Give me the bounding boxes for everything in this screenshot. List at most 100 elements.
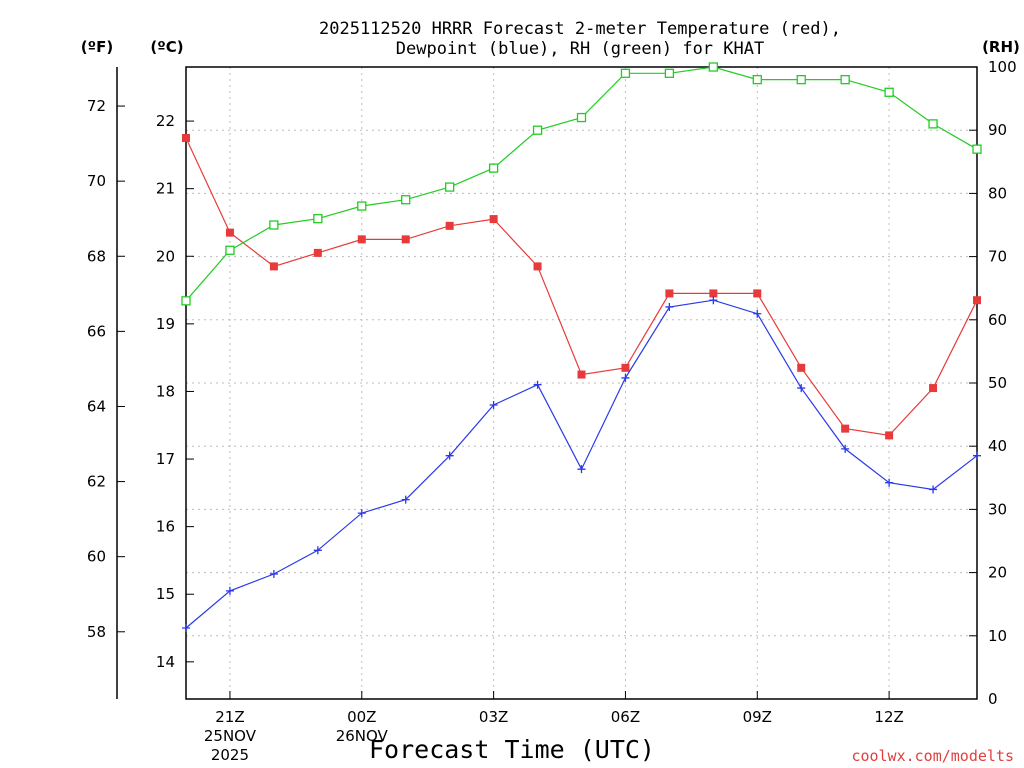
rh-point [664,68,675,78]
temperature-point [929,384,938,393]
fahrenheit-axis-label: (ºF) [81,38,113,56]
dewpoint-point [841,444,850,453]
rh-axis-label: (RH) [982,38,1020,56]
rh-point [928,119,938,129]
fahrenheit-tick-label: 66 [87,322,106,340]
temperature-point [621,363,630,372]
celsius-tick-label: 21 [156,180,175,198]
time-tick-label: 00Z [347,708,376,726]
rh-tick-label: 50 [988,374,1007,392]
rh-tick-label: 100 [988,58,1017,76]
fahrenheit-ticks: 58 60 62 64 66 68 70 72 [87,97,125,641]
rh-point [840,74,850,85]
temperature-point [797,363,806,372]
rh-point [488,163,499,173]
dewpoint-point [929,485,938,494]
dewpoint-point [313,546,322,555]
temperature-point [665,289,674,298]
rh-point [884,87,894,97]
time-tick-label: 09Z [743,708,772,726]
rh-tick-label: 70 [988,248,1007,266]
time-tick-date-label: 25NOV [204,727,257,745]
rh-tick-label: 20 [988,564,1007,582]
dewpoint-point [973,451,981,460]
temperature-point [885,431,894,440]
celsius-tick-label: 19 [156,315,175,333]
x-axis-title: Forecast Time (UTC) [369,735,655,764]
celsius-tick-label: 16 [156,518,175,536]
rh-tick-label: 10 [988,627,1007,645]
rh-point [313,214,323,224]
time-tick-label: 03Z [479,708,508,726]
dewpoint-point [885,478,894,487]
dewpoint-point [621,373,630,382]
dewpoint-point [269,569,278,578]
temperature-point [841,424,850,433]
series-layer [181,62,982,633]
chart-title-line2: Dewpoint (blue), RH (green) for KHAT [396,39,764,59]
credit-text: coolwx.com/modelts [851,747,1014,765]
rh-tick-label: 80 [988,184,1007,202]
rh-point [225,245,235,255]
celsius-tick-label: 22 [156,112,175,130]
fahrenheit-tick-label: 62 [87,473,106,491]
time-tick-date-label: 26NOV [336,727,389,745]
temperature-point [401,235,410,244]
time-tick-label: 12Z [874,708,903,726]
time-tick-label: 06Z [611,708,640,726]
temperature-point [753,289,762,298]
dewpoint-point [182,624,190,633]
temperature-point [489,215,498,224]
dewpoint-point [533,380,542,389]
dewpoint-point [357,509,366,518]
temperature-line [185,137,978,437]
rh-tick-label: 0 [988,690,998,708]
rh-point [752,74,762,85]
dewpoint-point [665,302,674,311]
temperature-point [182,133,190,142]
temperature-point [313,248,322,257]
rh-point [708,62,718,72]
fahrenheit-tick-label: 58 [87,623,106,641]
time-tick-year-label: 2025 [211,746,249,764]
fahrenheit-tick-label: 72 [87,97,106,115]
temperature-point [709,289,718,298]
rh-point [445,182,455,192]
dewpoint-point [709,296,718,305]
temperature-point [973,296,981,305]
dewpoint-point [797,384,806,393]
rh-point [620,68,631,78]
dewpoint-line [185,299,978,629]
rh-point [181,296,191,306]
dewpoint-point [225,586,234,595]
celsius-tick-label: 17 [156,450,175,468]
rh-point [401,195,411,205]
dewpoint-point [489,400,498,409]
celsius-axis-label: (ºC) [150,38,183,56]
rh-line [185,66,978,302]
temperature-point [445,221,454,230]
rh-point [532,125,543,135]
rh-point [269,220,279,230]
rh-tick-label: 90 [988,121,1007,139]
temperature-point [577,370,586,379]
fahrenheit-tick-label: 64 [87,397,106,415]
rh-tick-label: 30 [988,500,1007,518]
rh-point [357,201,367,211]
dewpoint-point [401,495,410,504]
fahrenheit-tick-label: 70 [87,172,106,190]
dewpoint-point [577,465,586,474]
celsius-tick-label: 20 [156,247,175,265]
rh-point [796,74,806,85]
grid-lines [186,67,977,699]
rh-point [972,144,982,154]
dewpoint-point [445,451,454,460]
celsius-tick-label: 18 [156,382,175,400]
temperature-point [357,235,366,244]
temperature-point [225,228,234,237]
temperature-point [533,262,542,271]
chart-title-line1: 2025112520 HRRR Forecast 2-meter Tempera… [319,19,841,39]
temperature-point [269,262,278,271]
